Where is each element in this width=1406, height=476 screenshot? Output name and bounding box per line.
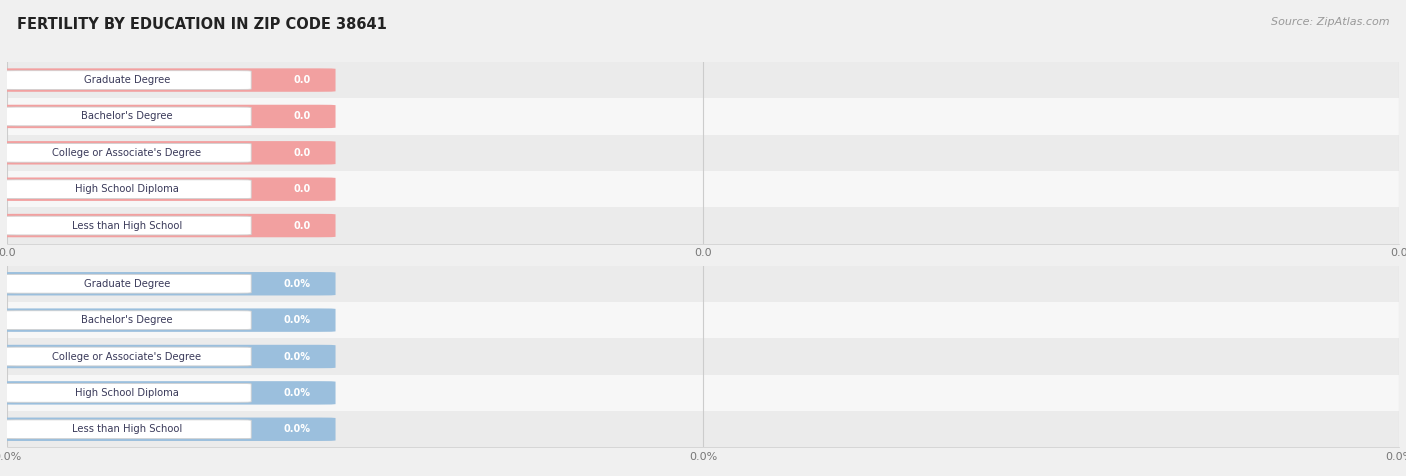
Bar — [7, 135, 1399, 171]
Text: Source: ZipAtlas.com: Source: ZipAtlas.com — [1271, 17, 1389, 27]
FancyBboxPatch shape — [0, 381, 336, 405]
Text: Bachelor's Degree: Bachelor's Degree — [82, 111, 173, 121]
FancyBboxPatch shape — [3, 311, 252, 329]
Text: Graduate Degree: Graduate Degree — [84, 279, 170, 289]
Bar — [7, 171, 1399, 208]
Text: 0.0%: 0.0% — [284, 279, 311, 289]
Bar — [7, 338, 1399, 375]
Text: Less than High School: Less than High School — [72, 220, 183, 230]
FancyBboxPatch shape — [0, 69, 336, 92]
Text: College or Associate's Degree: College or Associate's Degree — [52, 351, 201, 361]
Bar — [7, 208, 1399, 244]
FancyBboxPatch shape — [3, 384, 252, 402]
FancyBboxPatch shape — [3, 107, 252, 126]
FancyBboxPatch shape — [3, 420, 252, 439]
Text: 0.0%: 0.0% — [284, 351, 311, 361]
FancyBboxPatch shape — [0, 308, 336, 332]
Text: 0.0%: 0.0% — [284, 388, 311, 398]
Text: FERTILITY BY EDUCATION IN ZIP CODE 38641: FERTILITY BY EDUCATION IN ZIP CODE 38641 — [17, 17, 387, 32]
Bar — [7, 266, 1399, 302]
FancyBboxPatch shape — [3, 180, 252, 198]
FancyBboxPatch shape — [0, 272, 336, 296]
FancyBboxPatch shape — [0, 417, 336, 441]
Bar — [7, 98, 1399, 135]
Text: 0.0: 0.0 — [294, 220, 311, 230]
FancyBboxPatch shape — [0, 141, 336, 165]
Bar — [7, 62, 1399, 98]
Bar — [7, 375, 1399, 411]
Text: Graduate Degree: Graduate Degree — [84, 75, 170, 85]
Text: High School Diploma: High School Diploma — [75, 388, 179, 398]
Text: High School Diploma: High School Diploma — [75, 184, 179, 194]
FancyBboxPatch shape — [3, 347, 252, 366]
Text: 0.0: 0.0 — [294, 184, 311, 194]
Text: Bachelor's Degree: Bachelor's Degree — [82, 315, 173, 325]
FancyBboxPatch shape — [0, 178, 336, 201]
Text: 0.0: 0.0 — [294, 75, 311, 85]
FancyBboxPatch shape — [3, 143, 252, 162]
Bar — [7, 302, 1399, 338]
Text: 0.0: 0.0 — [294, 111, 311, 121]
Text: Less than High School: Less than High School — [72, 424, 183, 434]
Text: College or Associate's Degree: College or Associate's Degree — [52, 148, 201, 158]
FancyBboxPatch shape — [3, 70, 252, 89]
FancyBboxPatch shape — [3, 216, 252, 235]
FancyBboxPatch shape — [0, 105, 336, 128]
FancyBboxPatch shape — [0, 345, 336, 368]
Text: 0.0: 0.0 — [294, 148, 311, 158]
Bar — [7, 411, 1399, 447]
FancyBboxPatch shape — [0, 214, 336, 237]
Text: 0.0%: 0.0% — [284, 424, 311, 434]
Text: 0.0%: 0.0% — [284, 315, 311, 325]
FancyBboxPatch shape — [3, 274, 252, 293]
